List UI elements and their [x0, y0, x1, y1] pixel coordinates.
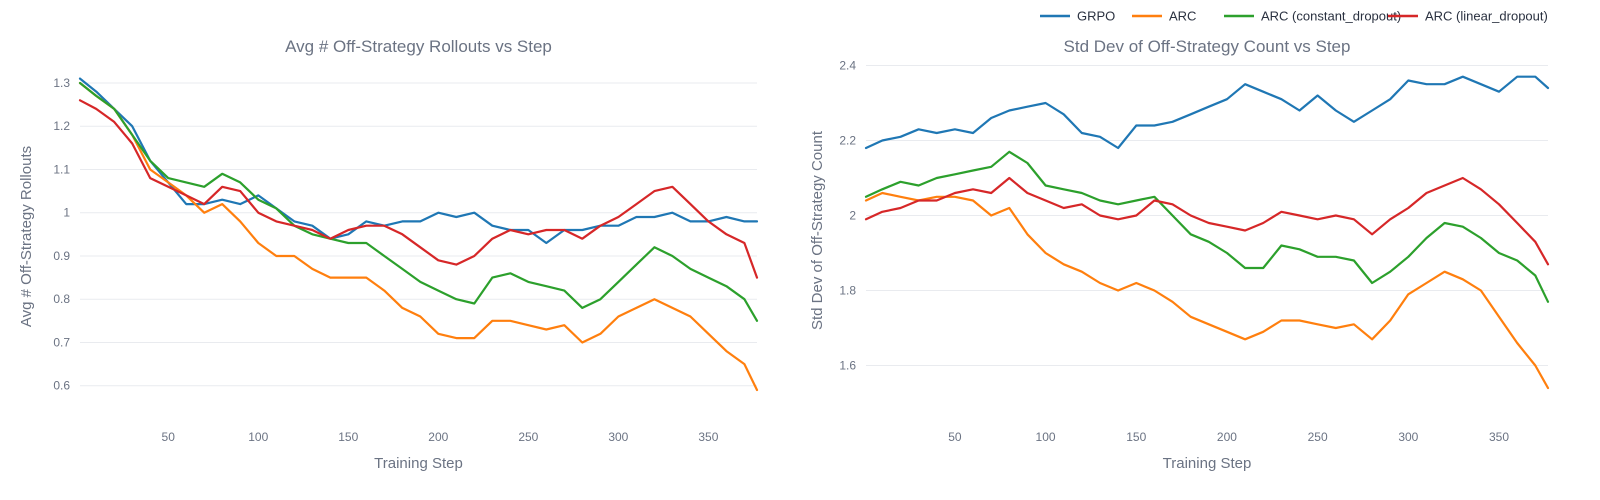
legend-label: ARC — [1169, 9, 1196, 24]
y-tick-label: 0.8 — [53, 292, 70, 306]
series-line — [864, 176, 1550, 266]
y-tick-label: 1 — [63, 206, 70, 220]
series-line — [78, 99, 759, 279]
legend: GRPO ARC ARC (constant_dropout) ARC (linear… — [1040, 9, 1548, 24]
series-line — [864, 75, 1550, 150]
chart-title: Std Dev of Off-Strategy Count vs Step — [1064, 37, 1351, 56]
y-tick-label: 2.4 — [839, 59, 856, 73]
chart-title: Avg # Off-Strategy Rollouts vs Step — [285, 37, 552, 56]
series-line — [78, 81, 759, 322]
x-tick-label: 100 — [248, 430, 268, 444]
x-tick-label: 150 — [338, 430, 358, 444]
legend-item[interactable]: ARC (linear_dropout) — [1388, 9, 1548, 24]
x-tick-label: 200 — [1217, 430, 1237, 444]
y-tick-label: 0.7 — [53, 335, 70, 349]
y-tick-label: 1.3 — [53, 76, 70, 90]
y-tick-label: 1.6 — [839, 359, 856, 373]
y-axis-title: Avg # Off-Strategy Rollouts — [18, 146, 35, 327]
chart-left: 0.6 0.7 0.8 0.9 1 1.1 1.2 1.3 50 100 150 200 250 300 3… — [18, 37, 759, 472]
y-tick-label: 1.2 — [53, 119, 70, 133]
x-tick-label: 300 — [608, 430, 628, 444]
legend-label: GRPO — [1077, 9, 1115, 24]
y-tick-label: 2.2 — [839, 134, 856, 148]
x-tick-label: 50 — [948, 430, 962, 444]
x-tick-label: 300 — [1398, 430, 1418, 444]
y-tick-label: 1.1 — [53, 162, 70, 176]
series-line — [78, 77, 759, 245]
x-axis-title: Training Step — [1163, 455, 1252, 472]
x-tick-label: 350 — [1489, 430, 1509, 444]
y-tick-label: 0.6 — [53, 379, 70, 393]
x-tick-label: 200 — [428, 430, 448, 444]
x-tick-label: 100 — [1036, 430, 1056, 444]
x-tick-label: 250 — [1308, 430, 1328, 444]
x-axis-title: Training Step — [374, 455, 463, 472]
x-tick-label: 350 — [698, 430, 718, 444]
x-tick-label: 150 — [1126, 430, 1146, 444]
y-tick-label: 1.8 — [839, 284, 856, 298]
y-axis-title: Std Dev of Off-Strategy Count — [809, 130, 826, 330]
series-line — [78, 81, 759, 392]
legend-item[interactable]: GRPO — [1040, 9, 1115, 24]
x-tick-label: 250 — [518, 430, 538, 444]
legend-item[interactable]: ARC (constant_dropout) — [1224, 9, 1401, 24]
series-line — [864, 150, 1550, 303]
series-line — [864, 191, 1550, 390]
y-tick-label: 0.9 — [53, 249, 70, 263]
legend-item[interactable]: ARC — [1132, 9, 1196, 24]
x-tick-label: 50 — [162, 430, 176, 444]
legend-label: ARC (constant_dropout) — [1261, 9, 1401, 24]
chart-right: 1.6 1.8 2 2.2 2.4 50 100 150 200 250 300 350 Std Dev… — [809, 37, 1550, 472]
y-tick-label: 2 — [849, 209, 856, 223]
legend-label: ARC (linear_dropout) — [1425, 9, 1548, 24]
